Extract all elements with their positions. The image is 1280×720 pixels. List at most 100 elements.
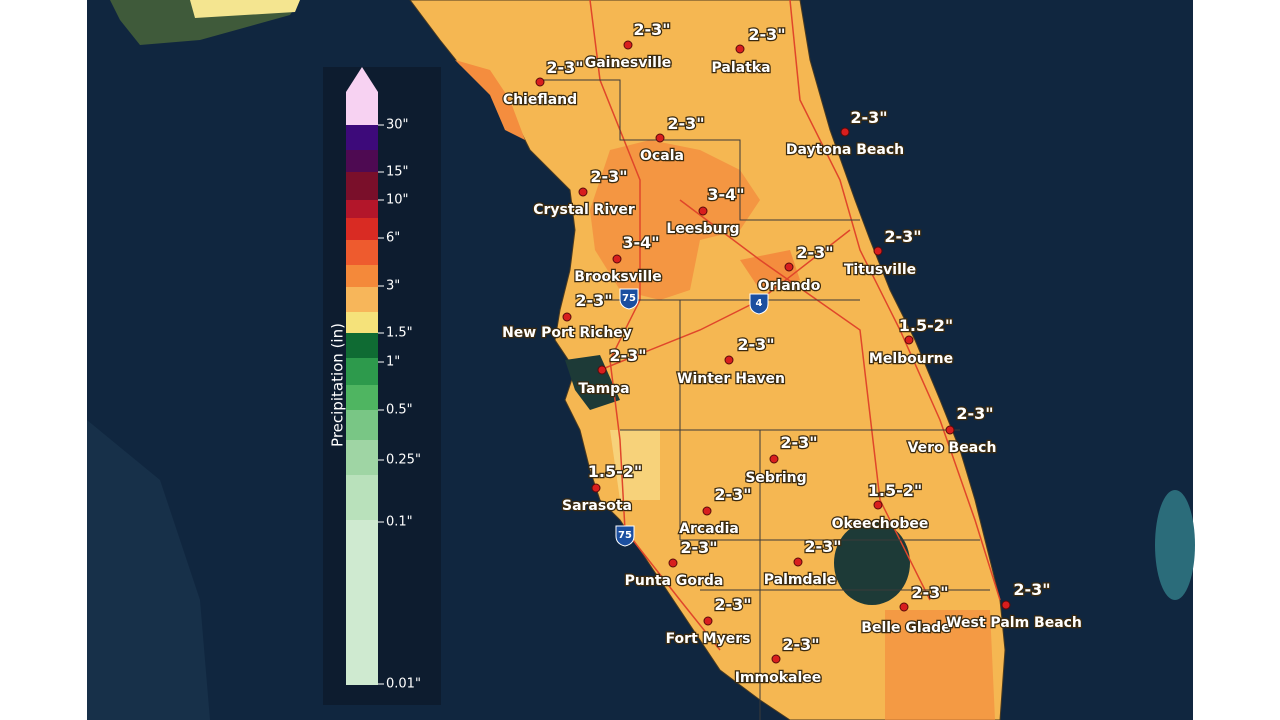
roads	[589, 0, 1001, 651]
city-dot	[623, 40, 633, 50]
tampa-bay	[565, 355, 620, 410]
city-name: Palatka	[711, 60, 770, 76]
road	[789, 0, 1001, 601]
city-dot	[873, 246, 883, 256]
city-name: Daytona Beach	[786, 142, 904, 158]
legend-swatch	[346, 358, 378, 385]
legend-arrow	[346, 67, 378, 92]
rain-amount: 1.5-2"	[588, 462, 642, 481]
city-name: Gainesville	[585, 55, 672, 71]
rain-amount: 2-3"	[633, 20, 670, 39]
city-dot	[899, 602, 909, 612]
city-dot	[655, 133, 665, 143]
city-name: Fort Myers	[666, 631, 751, 647]
rain-amount: 2-3"	[850, 108, 887, 127]
rain-amount: 2-3"	[575, 291, 612, 310]
lake-okeechobee	[834, 521, 910, 605]
rain-amount: 2-3"	[590, 167, 627, 186]
city-name: Punta Gorda	[625, 573, 724, 589]
city-name: Sebring	[745, 470, 806, 486]
city-name: Arcadia	[679, 521, 739, 537]
city-name: Ocala	[640, 148, 684, 164]
legend-label: 1.5"	[386, 326, 413, 341]
county-line	[540, 79, 990, 720]
city-dot	[702, 506, 712, 516]
city-dot	[703, 616, 713, 626]
city-dot	[591, 483, 601, 493]
city-name: New Port Richey	[502, 325, 632, 341]
city-dot	[612, 254, 622, 264]
city-name: Winter Haven	[677, 371, 785, 387]
city-dot	[724, 355, 734, 365]
city-name: Palmdale	[764, 572, 836, 588]
rain-amount: 2-3"	[737, 335, 774, 354]
heavy-rain-area	[590, 140, 760, 300]
city-dot	[698, 206, 708, 216]
road	[589, 0, 721, 651]
city-dot	[784, 262, 794, 272]
city-dot	[945, 425, 955, 435]
highway-shield	[615, 525, 635, 547]
legend-swatch	[346, 200, 378, 218]
city-name: Crystal River	[533, 202, 635, 218]
highway-shield	[749, 293, 769, 315]
city-name: Tampa	[578, 381, 629, 397]
legend-label: 1"	[386, 355, 400, 370]
legend-title: Precipitation (in)	[329, 323, 347, 447]
rain-amount: 2-3"	[780, 433, 817, 452]
legend-label: 6"	[386, 231, 400, 246]
legend-label: 15"	[386, 165, 409, 180]
city-name: Brooksville	[574, 269, 661, 285]
city-dot	[1001, 600, 1011, 610]
county-lines	[540, 79, 990, 720]
rain-amount: 2-3"	[1013, 580, 1050, 599]
city-dot	[535, 77, 545, 87]
city-name: Immokalee	[735, 670, 822, 686]
rain-amount: 2-3"	[546, 58, 583, 77]
rain-amount: 2-3"	[804, 537, 841, 556]
city-dot	[771, 654, 781, 664]
rain-amount: 2-3"	[609, 346, 646, 365]
heavy-rain-area	[885, 610, 995, 720]
city-dot	[735, 44, 745, 54]
legend-swatch	[346, 475, 378, 520]
city-name: Sarasota	[562, 498, 632, 514]
city-dot	[578, 187, 588, 197]
legend-label: 0.01"	[386, 677, 421, 692]
rain-amount: 2-3"	[714, 595, 751, 614]
city-dot	[840, 127, 850, 137]
legend-swatch	[346, 520, 378, 685]
legend-label: 3"	[386, 279, 400, 294]
legend-label: 0.1"	[386, 515, 413, 530]
legend-swatch	[346, 440, 378, 475]
legend-label: 0.25"	[386, 453, 421, 468]
city-dot	[793, 557, 803, 567]
legend-swatch	[346, 333, 378, 358]
highway-number: 4	[756, 298, 763, 309]
legend-label: 30"	[386, 118, 409, 133]
legend-label: 10"	[386, 193, 409, 208]
legend: 30" 15" 10" 6" 3" 1.5" 1" 0.5" 0.25" 0.1" 0.01" Pre…	[329, 67, 769, 692]
city-dot	[769, 454, 779, 464]
legend-swatch	[346, 287, 378, 312]
city-name: West Palm Beach	[946, 615, 1082, 631]
city-name: Vero Beach	[908, 440, 997, 456]
legend-swatch	[346, 218, 378, 240]
city-dot	[668, 558, 678, 568]
heavy-rain-area	[455, 60, 525, 140]
legend-swatch	[346, 312, 378, 333]
bahamas	[1155, 490, 1195, 600]
legend-swatch	[346, 125, 378, 150]
shelf	[87, 420, 210, 720]
legend-swatch	[346, 172, 378, 200]
rain-amount: 2-3"	[680, 538, 717, 557]
legend-panel	[323, 67, 441, 705]
legend-swatch	[346, 385, 378, 410]
rain-amount: 2-3"	[911, 583, 948, 602]
rain-amount: 2-3"	[782, 635, 819, 654]
rain-amount: 3-4"	[622, 233, 659, 252]
rain-amount: 3-4"	[707, 185, 744, 204]
city-name: Leesburg	[666, 221, 739, 237]
city-dot	[904, 335, 914, 345]
